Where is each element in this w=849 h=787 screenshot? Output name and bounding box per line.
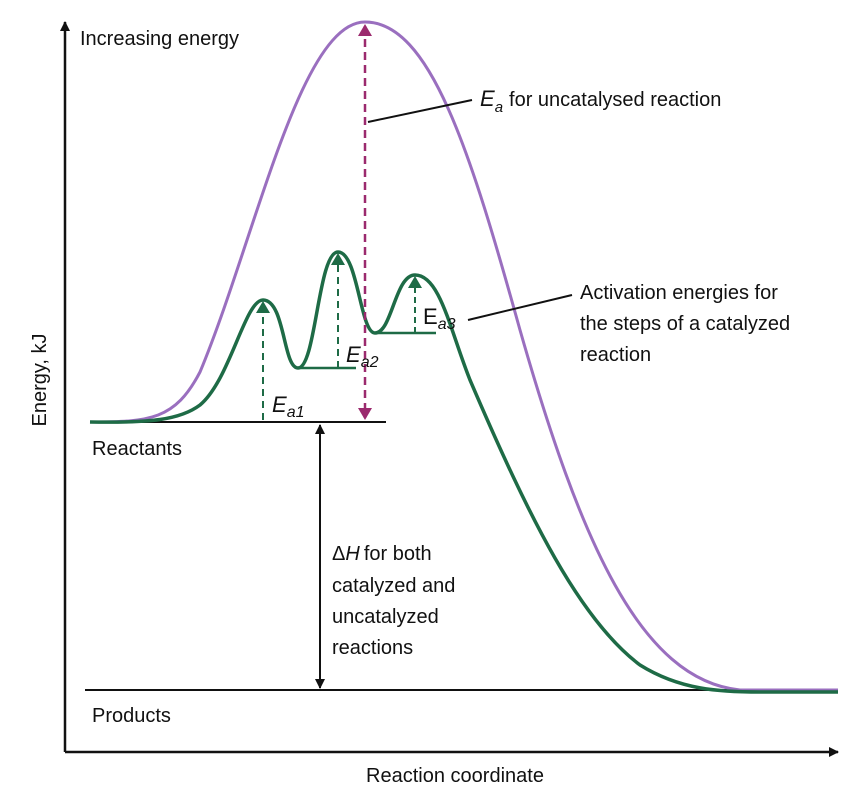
y-axis-label: Increasing energy — [80, 28, 239, 50]
leader-line — [367, 99, 473, 123]
text: for uncatalysed reaction — [509, 89, 721, 111]
symbol: E — [480, 86, 495, 111]
symbol: E — [272, 392, 287, 417]
delta-h-line: uncatalyzed — [332, 606, 439, 628]
products-label: Products — [92, 705, 171, 727]
subscript: a1 — [287, 404, 305, 421]
symbol: E — [423, 304, 438, 329]
ea3-label: Ea3 — [423, 304, 456, 333]
ea1-label: Ea1 — [272, 392, 304, 421]
uncatalysed-curve — [89, 20, 838, 692]
variable: H — [345, 543, 360, 565]
y-axis-title: Energy, kJ — [29, 334, 51, 427]
catalyzed-line: reaction — [580, 344, 651, 366]
delta-h-line: reactions — [332, 637, 413, 659]
reactants-label: Reactants — [92, 438, 182, 460]
ea2-label: Ea2 — [346, 342, 379, 371]
subscript: a3 — [438, 316, 456, 333]
subscript: a — [495, 99, 503, 116]
catalyzed-line: the steps of a catalyzed — [580, 313, 790, 335]
catalyzed-line: Activation energies for — [580, 282, 778, 304]
ea-label: Ea for uncatalysed reaction — [480, 86, 721, 116]
text: for both — [364, 543, 432, 565]
delta-h-line: ΔH for both — [332, 543, 432, 565]
delta-h-line: catalyzed and — [332, 575, 455, 597]
symbol: E — [346, 342, 361, 367]
subscript: a2 — [361, 354, 379, 371]
symbol: Δ — [332, 543, 345, 565]
leader-line — [467, 294, 573, 321]
x-axis-title: Reaction coordinate — [366, 765, 544, 787]
